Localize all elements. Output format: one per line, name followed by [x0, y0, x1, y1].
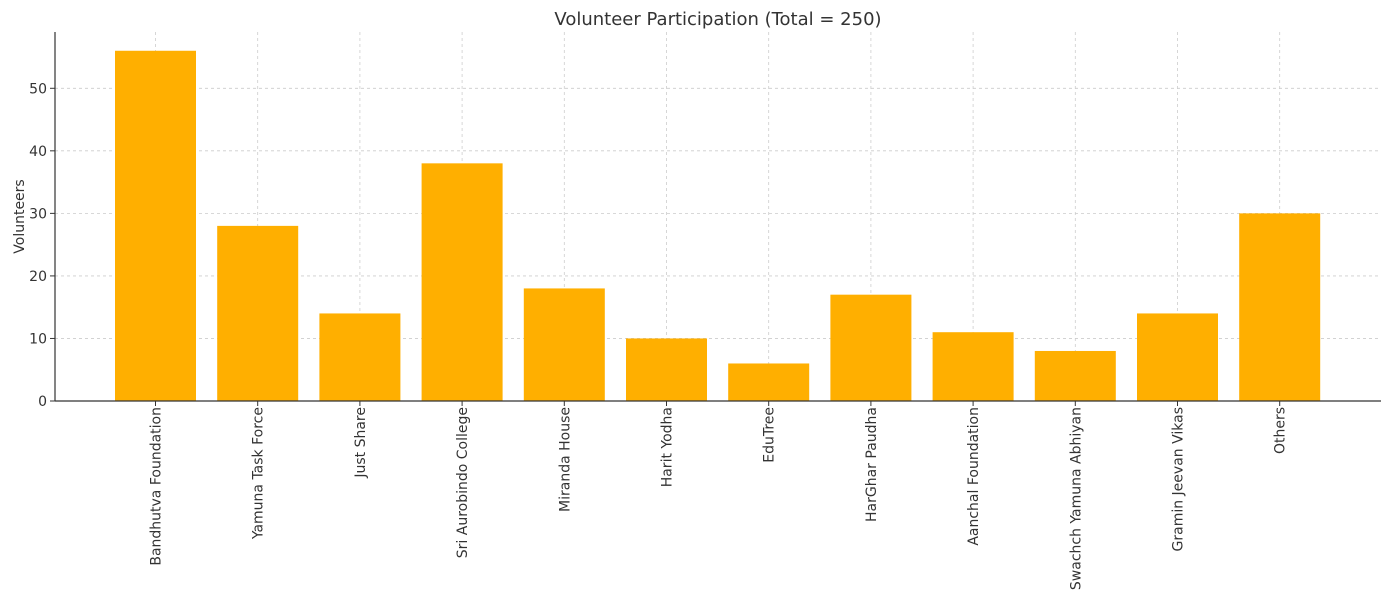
bar-harit-yodha [626, 338, 707, 401]
x-tick-label: Gramin Jeevan Vikas [1171, 407, 1187, 551]
y-tick-label: 10 [29, 331, 47, 347]
y-tick-label: 50 [29, 81, 47, 97]
y-ticks: 0 10 20 30 40 50 [29, 81, 55, 410]
bar-edutree [728, 363, 810, 401]
bar-others [1239, 213, 1321, 401]
x-tick-label: Swachch Yamuna Abhiyan [1068, 407, 1084, 590]
x-tick-label: Miranda House [557, 407, 573, 512]
bar-aanchal-foundation [932, 332, 1014, 401]
bar-harghar-paudha [830, 294, 912, 401]
x-tick-label: Sri Aurobindo College [455, 407, 471, 558]
bar-bandhutva-foundation [115, 50, 196, 402]
bar-sri-aurobindo-college [421, 163, 503, 401]
bar-just-share [319, 313, 401, 401]
x-tick-label: Harit Yodha [660, 407, 676, 487]
bar-yamuna-task-force [217, 225, 299, 401]
x-tick-label: Yamuna Task Force [251, 407, 267, 540]
y-tick-label: 0 [38, 394, 47, 410]
y-tick-label: 30 [29, 206, 47, 222]
bar-swachch-yamuna-abhiyan [1034, 350, 1116, 401]
bar-gramin-jeevan-vikas [1137, 313, 1218, 401]
x-tick-label: Bandhutva Foundation [149, 407, 165, 566]
x-tick-label: EduTree [762, 407, 778, 463]
y-tick-label: 20 [29, 269, 47, 285]
x-tick-label: Aanchal Foundation [966, 407, 982, 546]
bars [115, 50, 1321, 402]
x-tick-label: Just Share [353, 407, 369, 479]
y-axis-label: Volunteers [12, 179, 28, 253]
bar-miranda-house [523, 288, 605, 401]
x-tick-label: HarGhar Paudha [864, 407, 880, 522]
y-tick-label: 40 [29, 144, 47, 160]
x-tick-label: Others [1273, 407, 1289, 454]
x-ticks: Bandhutva Foundation Yamuna Task Force Jus… [149, 401, 1289, 590]
chart-title: Volunteer Participation (Total = 250) [554, 9, 881, 30]
